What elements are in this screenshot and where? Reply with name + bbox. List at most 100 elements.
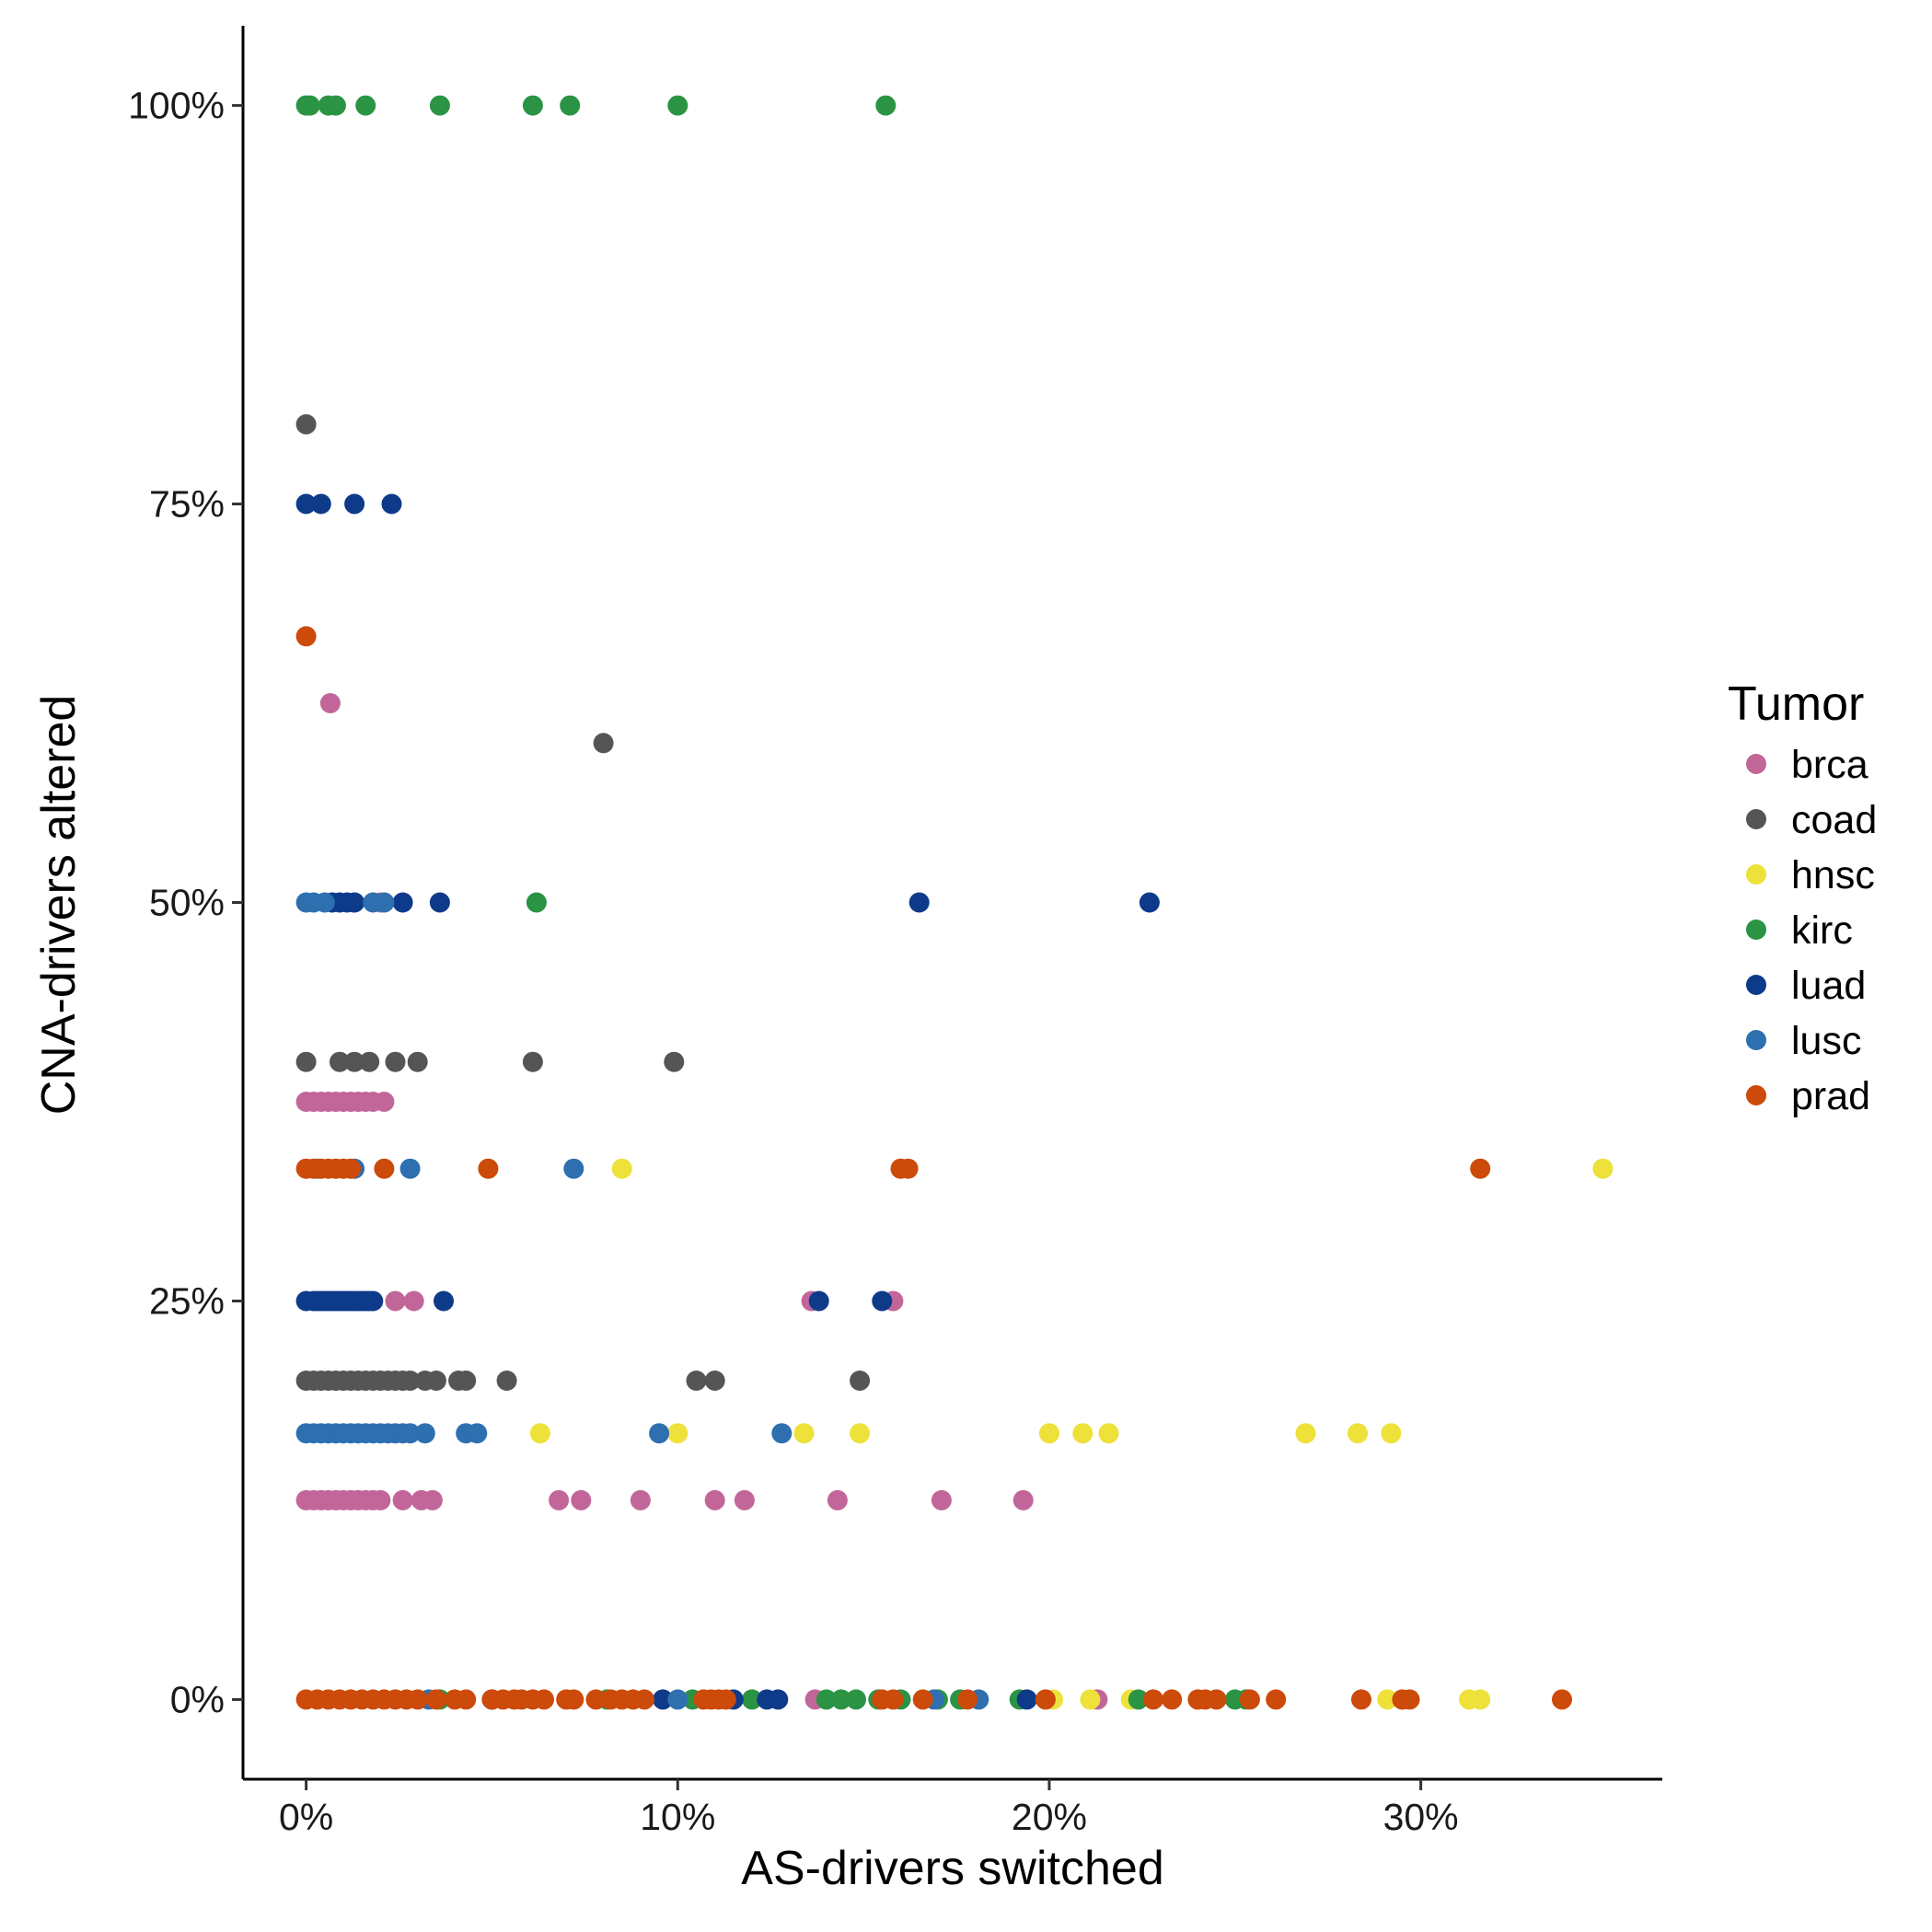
point-hnsc (1348, 1423, 1368, 1444)
point-kirc (830, 1689, 851, 1710)
y-tick-label: 100% (128, 85, 225, 127)
point-prad (563, 1689, 584, 1710)
point-prad (478, 1158, 499, 1179)
point-brca (931, 1489, 952, 1510)
point-prad (1470, 1158, 1491, 1179)
point-kirc (325, 95, 346, 116)
point-hnsc (1039, 1423, 1059, 1444)
point-brca (385, 1290, 406, 1312)
points-layer (295, 95, 1614, 1710)
legend-key-hnsc (1746, 864, 1766, 885)
point-brca (374, 1092, 395, 1112)
point-luad (908, 892, 930, 913)
point-hnsc (529, 1423, 550, 1444)
point-lusc (467, 1423, 488, 1444)
x-tick-label: 30% (1383, 1796, 1459, 1838)
point-kirc (355, 95, 376, 116)
point-brca (1012, 1489, 1034, 1510)
point-luad (392, 892, 413, 913)
legend-title: Tumor (1728, 677, 1864, 731)
point-prad (1266, 1689, 1287, 1710)
legend-label-coad: coad (1791, 798, 1877, 842)
legend-label-lusc: lusc (1791, 1019, 1861, 1063)
point-kirc (429, 95, 450, 116)
legend-key-prad (1746, 1085, 1766, 1105)
point-hnsc (1377, 1689, 1398, 1710)
point-lusc (399, 1423, 421, 1444)
point-coad (425, 1371, 446, 1391)
point-luad (381, 493, 402, 515)
point-hnsc (1381, 1423, 1402, 1444)
point-lusc (374, 892, 395, 913)
point-luad (344, 892, 365, 913)
point-coad (593, 733, 614, 754)
point-lusc (563, 1158, 584, 1179)
point-coad (704, 1371, 725, 1391)
point-brca (827, 1489, 848, 1510)
point-prad (1351, 1689, 1371, 1710)
point-coad (295, 414, 317, 434)
legend-label-prad: prad (1791, 1074, 1870, 1118)
point-prad (1399, 1689, 1420, 1710)
legend-key-luad (1746, 975, 1766, 995)
point-luad (653, 1689, 674, 1710)
point-prad (374, 1158, 395, 1179)
point-coad (850, 1371, 871, 1391)
point-brca (422, 1489, 443, 1510)
point-prad (1143, 1689, 1163, 1710)
point-luad (310, 493, 331, 515)
point-prad (897, 1158, 919, 1179)
point-brca (392, 1489, 413, 1510)
point-brca (734, 1489, 755, 1510)
point-prad (957, 1689, 978, 1710)
legend-label-luad: luad (1791, 964, 1866, 1008)
point-coad (330, 1051, 350, 1072)
point-kirc (560, 95, 581, 116)
point-lusc (649, 1423, 670, 1444)
y-axis-title: CNA-drivers altered (32, 695, 86, 1116)
point-prad (912, 1689, 933, 1710)
point-coad (407, 1051, 428, 1072)
y-tick-label: 0% (170, 1678, 225, 1720)
point-coad (522, 1051, 543, 1072)
point-kirc (846, 1689, 866, 1710)
point-lusc (667, 1689, 688, 1710)
legend: Tumor brca coad hnsc kirc luad lusc prad (1728, 677, 1877, 1118)
point-hnsc (1098, 1423, 1119, 1444)
point-kirc (522, 95, 543, 116)
point-prad (407, 1689, 428, 1710)
legend-label-hnsc: hnsc (1791, 853, 1875, 897)
point-prad (1035, 1689, 1056, 1710)
point-hnsc (793, 1423, 815, 1444)
legend-label-kirc: kirc (1791, 908, 1853, 953)
axes-layer (241, 26, 1662, 1781)
x-axis-title: AS-drivers switched (741, 1842, 1163, 1895)
x-tick-label: 20% (1012, 1796, 1087, 1838)
point-prad (1239, 1689, 1260, 1710)
point-brca (630, 1489, 651, 1510)
point-kirc (742, 1689, 762, 1710)
legend-key-brca (1746, 754, 1766, 774)
point-prad (1552, 1689, 1572, 1710)
point-hnsc (1592, 1158, 1614, 1179)
point-brca (370, 1489, 391, 1510)
legend-key-lusc (1746, 1030, 1766, 1050)
point-brca (403, 1290, 424, 1312)
point-prad (295, 626, 317, 647)
point-lusc (414, 1423, 435, 1444)
point-luad (344, 493, 365, 515)
point-coad (385, 1051, 406, 1072)
point-prad (1206, 1689, 1227, 1710)
point-prad (534, 1689, 554, 1710)
point-prad (883, 1689, 904, 1710)
point-luad (429, 892, 450, 913)
y-ticks: 0% 25% 50% 75% 100% (128, 85, 243, 1720)
point-hnsc (1295, 1423, 1316, 1444)
point-luad (434, 1290, 454, 1312)
point-hnsc (1072, 1423, 1093, 1444)
point-kirc (875, 95, 897, 116)
point-kirc (816, 1689, 837, 1710)
point-hnsc (1080, 1689, 1101, 1710)
x-tick-label: 0% (279, 1796, 333, 1838)
point-brca (571, 1489, 592, 1510)
